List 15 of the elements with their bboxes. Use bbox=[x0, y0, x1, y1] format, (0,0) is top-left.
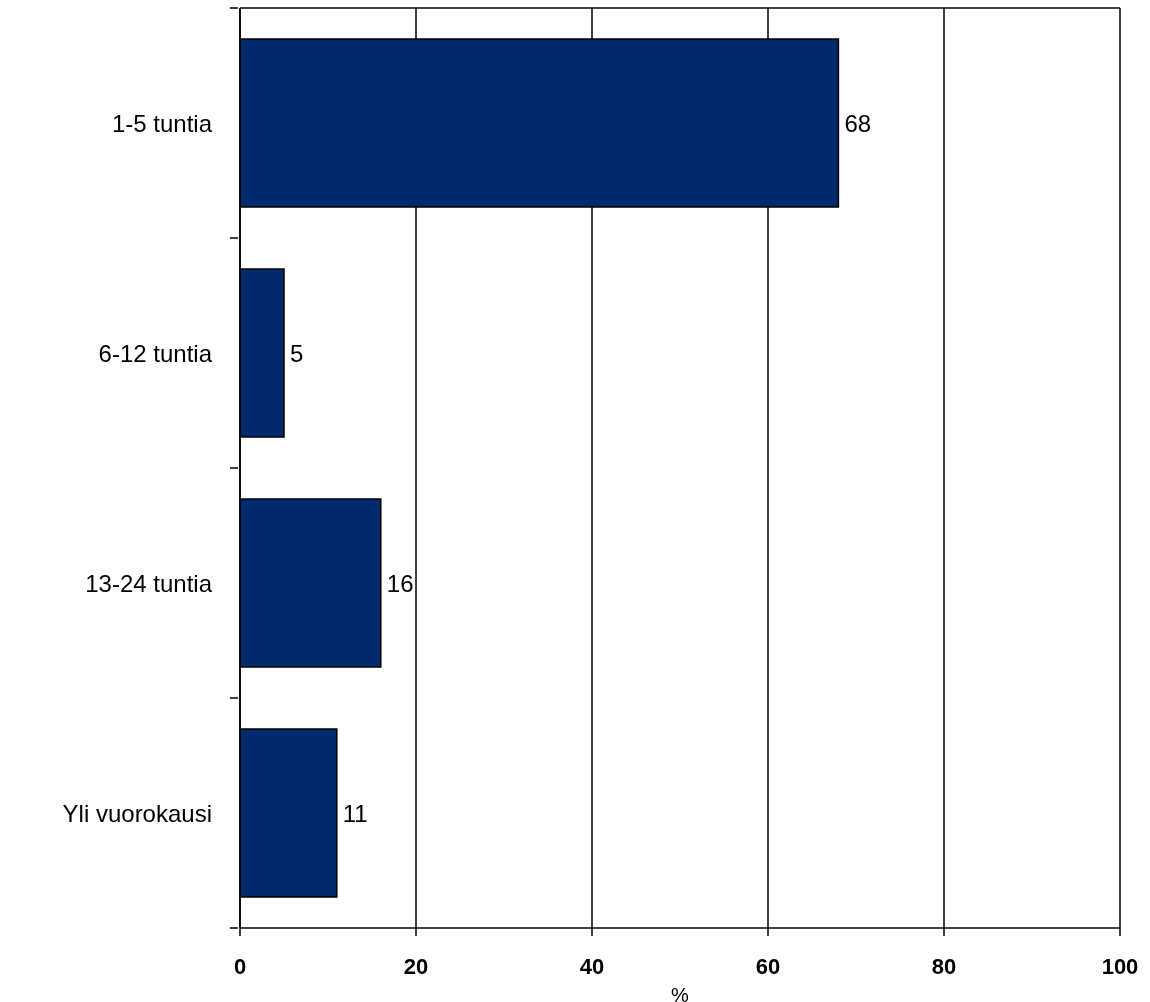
y-tick-label: Yli vuorokausi bbox=[62, 799, 212, 827]
y-tick-label: 1-5 tuntia bbox=[111, 109, 213, 137]
data-label: 5 bbox=[290, 339, 304, 367]
x-tick-label: 40 bbox=[579, 953, 605, 979]
data-label: 68 bbox=[844, 109, 872, 137]
y-tick-label: 6-12 tuntia bbox=[98, 339, 213, 367]
x-tick-label: 20 bbox=[403, 953, 429, 979]
x-tick-label: 80 bbox=[931, 953, 957, 979]
x-axis-title: % bbox=[671, 984, 690, 1002]
x-tick-label: 60 bbox=[755, 953, 781, 979]
data-label: 16 bbox=[386, 569, 414, 597]
y-tick-label: 13-24 tuntia bbox=[85, 569, 213, 597]
data-label: 11 bbox=[342, 799, 368, 827]
x-tick-label: 100 bbox=[1101, 953, 1139, 979]
x-tick-label: 0 bbox=[233, 953, 247, 979]
